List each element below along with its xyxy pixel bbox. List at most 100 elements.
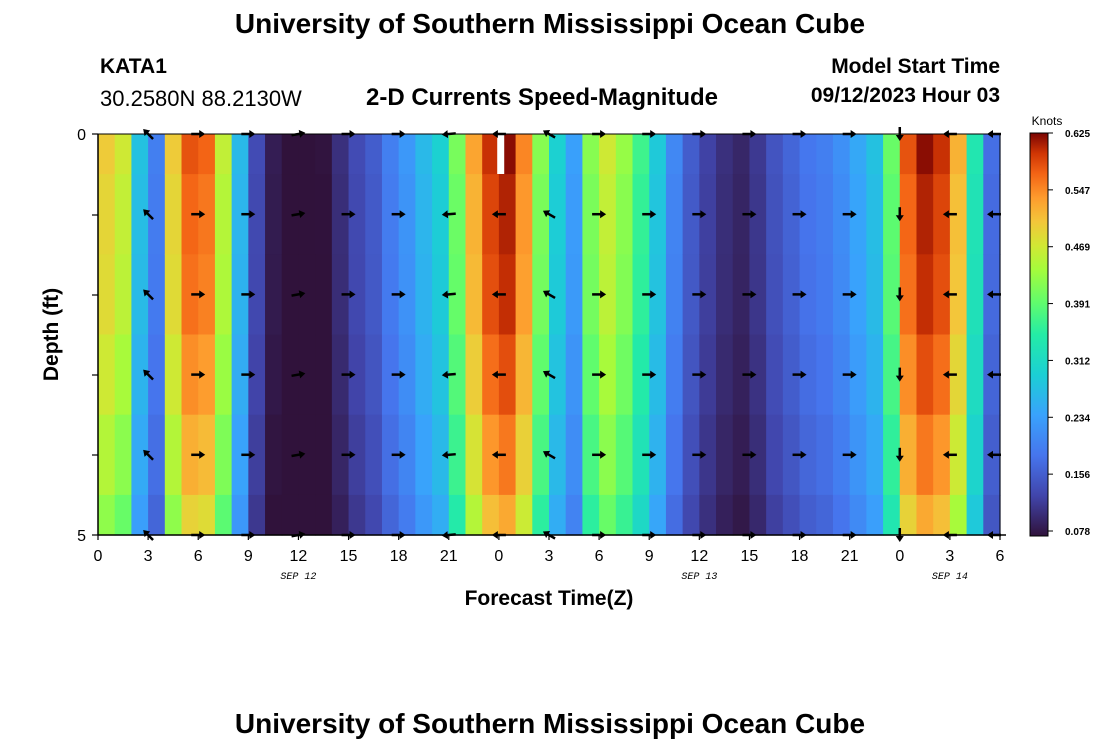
current-arrow (441, 290, 456, 299)
heatmap-cell (949, 334, 968, 416)
heatmap-cell (281, 334, 300, 416)
colorbar-tick-label: 0.078 (1065, 527, 1090, 538)
heatmap-cell (348, 174, 366, 255)
current-arrow (842, 370, 857, 379)
current-arrow (143, 289, 154, 301)
heatmap-cell (933, 494, 951, 536)
current-arrow (792, 290, 807, 299)
heatmap-cell (515, 174, 533, 255)
heatmap-cell (265, 254, 283, 336)
colorbar-tick-label: 0.547 (1065, 186, 1090, 197)
heatmap-cell (933, 174, 951, 255)
heatmap-cell (582, 254, 600, 336)
heatmap-cell (432, 134, 450, 175)
current-arrow (642, 210, 657, 219)
heatmap-cell (816, 254, 834, 336)
heatmap-cell (599, 334, 617, 416)
heatmap-cell (98, 414, 116, 496)
heatmap-cell (716, 254, 734, 336)
heatmap-cell (549, 494, 567, 536)
current-arrow (895, 447, 904, 462)
x-tick-label: 6 (194, 548, 203, 565)
current-arrow (942, 370, 957, 379)
heatmap-cell (315, 414, 333, 496)
heatmap-cell (148, 134, 166, 175)
current-arrow (241, 290, 256, 299)
heatmap-cell (649, 494, 667, 536)
heatmap-cell (615, 414, 634, 496)
heatmap-cell (866, 174, 884, 255)
heatmap-cell (565, 334, 584, 416)
heatmap-cell (381, 174, 400, 255)
heatmap-cell (381, 134, 400, 175)
current-arrow (143, 449, 154, 461)
current-arrow (895, 207, 904, 222)
heatmap-cell (749, 414, 767, 496)
x-tick-label: 9 (645, 548, 654, 565)
current-arrow (792, 370, 807, 379)
current-arrow (391, 450, 406, 459)
heatmap-cell (549, 134, 567, 175)
current-arrow (987, 210, 1001, 219)
heatmap-cell (148, 254, 166, 336)
current-arrow (191, 370, 206, 379)
heatmap-cell (699, 414, 717, 496)
heatmap-cell (565, 494, 584, 536)
colorbar-tick-label: 0.234 (1065, 413, 1090, 424)
chart-subtitle: 2-D Currents Speed-Magnitude (366, 84, 719, 111)
heatmap-cell (866, 254, 884, 336)
heatmap-cell (415, 334, 433, 416)
heatmap-cell (198, 494, 216, 536)
current-arrow (692, 210, 707, 219)
current-arrow (143, 369, 154, 381)
heatmap-cell (816, 174, 834, 255)
heatmap-cell (649, 134, 667, 175)
heatmap-cell (114, 254, 133, 336)
x-tick-label: 21 (841, 548, 859, 565)
heatmap-cell (599, 494, 617, 536)
heatmap-cell (749, 494, 767, 536)
current-arrow (441, 370, 456, 379)
current-arrow (592, 450, 607, 459)
heatmap-cell (214, 134, 233, 175)
heatmap-cell (415, 414, 433, 496)
heatmap-cell (966, 494, 984, 536)
heatmap-cell (114, 334, 133, 416)
heatmap-cell (348, 134, 366, 175)
heatmap-cell (432, 254, 450, 336)
heatmap-cell (465, 334, 483, 416)
heatmap-cell (732, 174, 751, 255)
heatmap-cell (599, 174, 617, 255)
heatmap-cell (432, 494, 450, 536)
y-axis: 05 (77, 127, 99, 545)
current-arrow (642, 290, 657, 299)
x-tick-label: 12 (690, 548, 708, 565)
heatmap-cell (966, 414, 984, 496)
heatmap-cell (682, 414, 700, 496)
station-id: KATA1 (100, 55, 167, 78)
heatmap-cell (315, 174, 333, 255)
date-label: SEP 14 (932, 572, 968, 583)
heatmap-cell (632, 494, 650, 536)
heatmap-cell (331, 414, 350, 496)
x-tick-label: 3 (545, 548, 554, 565)
date-label: SEP 12 (280, 572, 316, 583)
heatmap-cell (448, 174, 467, 255)
heatmap-cell (866, 414, 884, 496)
heatmap-cell (148, 174, 166, 255)
heatmap-cell (415, 494, 433, 536)
x-tick-label: 3 (945, 548, 954, 565)
current-arrow (441, 210, 456, 219)
heatmap-cell (465, 174, 483, 255)
current-arrow (291, 210, 306, 218)
current-arrow (742, 290, 757, 299)
heatmap-cell (665, 494, 684, 536)
x-axis-label: Forecast Time(Z) (465, 587, 634, 610)
heatmap-cell (615, 334, 634, 416)
x-tick-label: 6 (595, 548, 604, 565)
heatmap-cell (849, 174, 867, 255)
current-arrow (592, 370, 607, 379)
current-arrow (987, 370, 1001, 379)
current-arrow (341, 210, 356, 219)
heatmap-cell (214, 414, 233, 496)
